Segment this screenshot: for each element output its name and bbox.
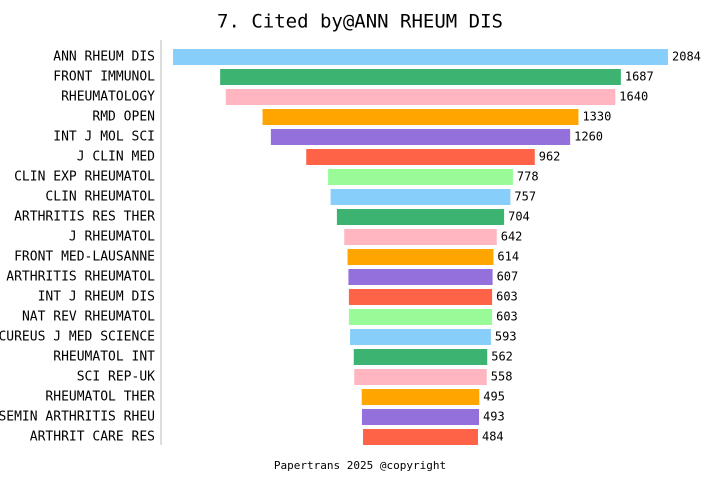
bar xyxy=(344,229,497,245)
bar xyxy=(348,269,493,285)
category-label: RHEUMATOL THER xyxy=(45,390,155,405)
category-label: ARTHRITIS RHEUMATOL xyxy=(6,270,155,285)
value-label: 757 xyxy=(514,190,536,204)
bar xyxy=(361,409,480,425)
value-label: 704 xyxy=(508,210,530,224)
bar xyxy=(348,289,493,305)
value-label: 484 xyxy=(482,430,504,444)
category-label: ANN RHEUM DIS xyxy=(53,50,155,65)
category-label: ARTHRIT CARE RES xyxy=(30,430,155,445)
category-label: FRONT MED-LAUSANNE xyxy=(14,250,155,265)
bar xyxy=(363,429,478,445)
footer: Papertrans 2025 @copyright xyxy=(274,459,446,472)
category-label: NAT REV RHEUMATOL xyxy=(22,310,155,325)
category-label: RHEUMATOL INT xyxy=(53,350,155,365)
bar xyxy=(220,69,621,85)
bar xyxy=(353,349,488,365)
category-label: ARTHRITIS RES THER xyxy=(14,210,155,225)
value-label: 593 xyxy=(495,330,517,344)
bar xyxy=(270,129,571,145)
category-label: INT J RHEUM DIS xyxy=(38,290,155,305)
bar xyxy=(350,329,491,345)
bar xyxy=(354,369,487,385)
chart-title: 7. Cited by@ANN RHEUM DIS xyxy=(217,11,503,33)
value-label: 2084 xyxy=(672,50,701,64)
value-label: 1640 xyxy=(619,90,648,104)
value-label: 558 xyxy=(491,370,513,384)
category-label: J CLIN MED xyxy=(77,150,155,165)
category-label: RMD OPEN xyxy=(92,110,155,125)
bar xyxy=(306,149,535,165)
bar xyxy=(173,49,668,65)
value-label: 614 xyxy=(497,250,519,264)
value-label: 562 xyxy=(491,350,513,364)
bar xyxy=(262,109,579,125)
value-label: 607 xyxy=(497,270,519,284)
category-label: SCI REP-UK xyxy=(77,370,155,385)
bar xyxy=(336,209,505,225)
value-label: 603 xyxy=(496,290,518,304)
category-label: CLIN EXP RHEUMATOL xyxy=(14,170,155,185)
category-label: J RHEUMATOL xyxy=(69,230,155,245)
value-label: 962 xyxy=(539,150,561,164)
value-label: 1687 xyxy=(625,70,654,84)
bar xyxy=(348,309,493,325)
bar xyxy=(361,389,480,405)
bar xyxy=(225,89,616,105)
value-label: 1260 xyxy=(574,130,603,144)
category-label: INT J MOL SCI xyxy=(53,130,155,145)
value-label: 1330 xyxy=(582,110,611,124)
value-label: 642 xyxy=(501,230,523,244)
value-label: 603 xyxy=(496,310,518,324)
category-label: CLIN RHEUMATOL xyxy=(45,190,155,205)
category-label: FRONT IMMUNOL xyxy=(53,70,155,85)
category-label: SEMIN ARTHRITIS RHEU xyxy=(0,410,155,425)
value-label: 493 xyxy=(483,410,505,424)
bar xyxy=(347,249,494,265)
value-label: 495 xyxy=(483,390,505,404)
bar xyxy=(330,189,511,205)
bar xyxy=(328,169,513,185)
category-label: CUREUS J MED SCIENCE xyxy=(0,330,155,345)
value-label: 778 xyxy=(517,170,539,184)
category-label: RHEUMATOLOGY xyxy=(61,90,155,105)
